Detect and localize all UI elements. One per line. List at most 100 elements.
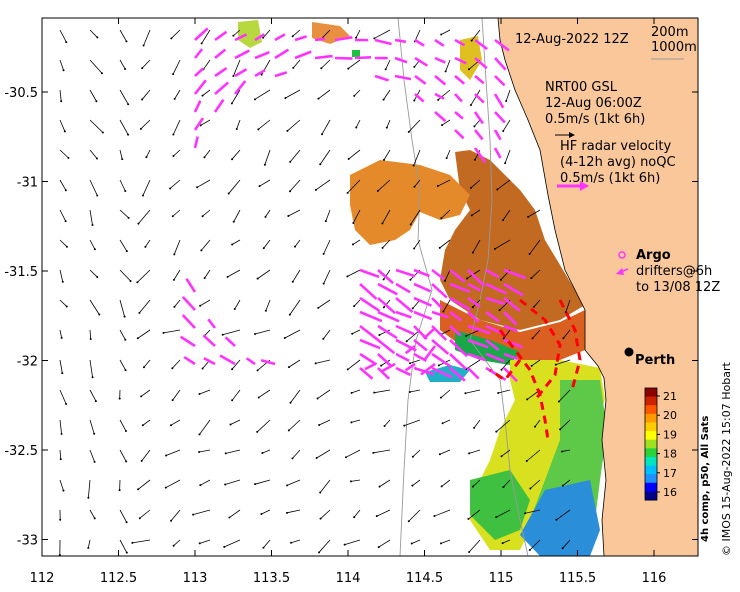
radar-arrow xyxy=(181,314,196,329)
model-arrow xyxy=(192,509,211,516)
model-arrow xyxy=(468,539,481,553)
model-arrow-head xyxy=(59,458,62,461)
model-arrow xyxy=(555,359,571,366)
model-arrow-head xyxy=(413,247,416,250)
model-arrow xyxy=(89,119,104,133)
model-arrow xyxy=(379,329,391,336)
model-arrow xyxy=(411,539,421,544)
model-arrow xyxy=(236,119,241,130)
radar-arrow xyxy=(294,50,312,60)
model-arrow xyxy=(289,299,301,315)
model-arrow-head xyxy=(413,185,416,188)
model-arrow-head xyxy=(260,73,263,76)
model-arrow xyxy=(534,419,541,427)
model-arrow xyxy=(533,299,541,307)
model-arrow xyxy=(374,29,391,39)
model-arrow xyxy=(265,299,271,311)
radar-arrow xyxy=(467,324,491,335)
model-arrow xyxy=(89,239,96,250)
radar-arrow xyxy=(359,296,381,312)
radar-arrow xyxy=(454,56,467,65)
model-arrow-head xyxy=(262,546,265,549)
model-arrow-head xyxy=(525,459,528,462)
model-arrow xyxy=(470,89,481,106)
radar-arrow xyxy=(503,296,521,312)
radar-arrow xyxy=(394,56,408,64)
model-arrow xyxy=(288,359,301,368)
model-arrow-head xyxy=(226,275,229,278)
model-arrow xyxy=(119,149,123,160)
colorbar-segment xyxy=(645,465,657,475)
model-arrow-head xyxy=(409,278,412,281)
radar-arrow xyxy=(434,111,447,123)
model-arrow-head xyxy=(471,485,474,488)
model-arrow-head xyxy=(232,74,235,77)
model-arrow xyxy=(498,389,511,394)
model-arrow xyxy=(319,149,331,165)
model-arrow xyxy=(145,239,151,248)
radar-arrow xyxy=(395,297,414,314)
model-arrow-head xyxy=(343,543,346,546)
model-arrow-head xyxy=(100,72,103,75)
model-arrow-head xyxy=(561,484,564,487)
model-arrow xyxy=(119,299,125,317)
model-arrow-head xyxy=(171,215,174,218)
model-arrow-head xyxy=(253,98,256,101)
model-arrow xyxy=(532,329,541,339)
model-arrow-head xyxy=(136,281,139,284)
model-arrow xyxy=(377,179,391,192)
model-arrow-head xyxy=(442,310,445,313)
model-arrow-head xyxy=(383,425,386,428)
model-arrow xyxy=(89,419,95,434)
radar-arrow xyxy=(381,362,396,373)
model-arrow xyxy=(89,29,98,38)
model-arrow-head xyxy=(444,70,447,73)
model-arrow-head xyxy=(198,542,201,545)
model-arrow xyxy=(530,479,541,489)
model-arrow-head xyxy=(228,516,231,519)
model-arrow-head xyxy=(170,37,173,40)
model-arrow xyxy=(119,449,127,462)
model-arrow xyxy=(503,479,511,488)
model-arrow xyxy=(471,209,481,216)
model-arrow xyxy=(473,419,481,429)
model-arrow xyxy=(119,119,129,135)
lon-tick-label: 115 xyxy=(489,571,514,586)
model-arrow xyxy=(254,479,271,485)
model-arrow-head xyxy=(87,546,90,549)
radar-arrow xyxy=(377,353,393,368)
model-arrow xyxy=(170,419,181,426)
model-arrow xyxy=(289,179,301,192)
model-arrow xyxy=(172,209,181,217)
model-arrow-head xyxy=(287,366,290,369)
radar-arrow xyxy=(494,38,510,52)
model-arrow-head xyxy=(173,253,176,256)
model-arrow xyxy=(504,149,511,164)
radar-arrow xyxy=(485,338,500,352)
model-arrow xyxy=(385,59,391,70)
model-arrow-head xyxy=(129,280,132,283)
model-arrow-head xyxy=(198,450,201,453)
radar-arrow xyxy=(473,129,484,141)
model-arrow xyxy=(353,299,361,307)
model-arrow xyxy=(89,269,98,278)
model-arrow-head xyxy=(561,450,564,453)
model-arrow-head xyxy=(60,100,63,103)
lon-tick-label: 115.5 xyxy=(559,571,596,586)
radar-arrow xyxy=(485,310,500,323)
radar-arrow xyxy=(503,352,519,361)
radar-arrow xyxy=(431,310,449,319)
model-arrow xyxy=(472,479,481,487)
model-arrow-head xyxy=(498,309,501,312)
model-arrow-head xyxy=(375,515,378,518)
model-arrow-head xyxy=(261,452,264,455)
model-arrow xyxy=(89,209,93,226)
model-arrow xyxy=(137,329,151,339)
model-arrow-head xyxy=(473,125,476,128)
model-arrow-head xyxy=(172,154,175,157)
model-arrow-head xyxy=(127,216,130,219)
lon-tick-label: 112.5 xyxy=(100,571,137,586)
radar-arrow xyxy=(395,324,415,336)
model-arrow-head xyxy=(87,496,90,499)
model-arrow xyxy=(59,449,62,460)
